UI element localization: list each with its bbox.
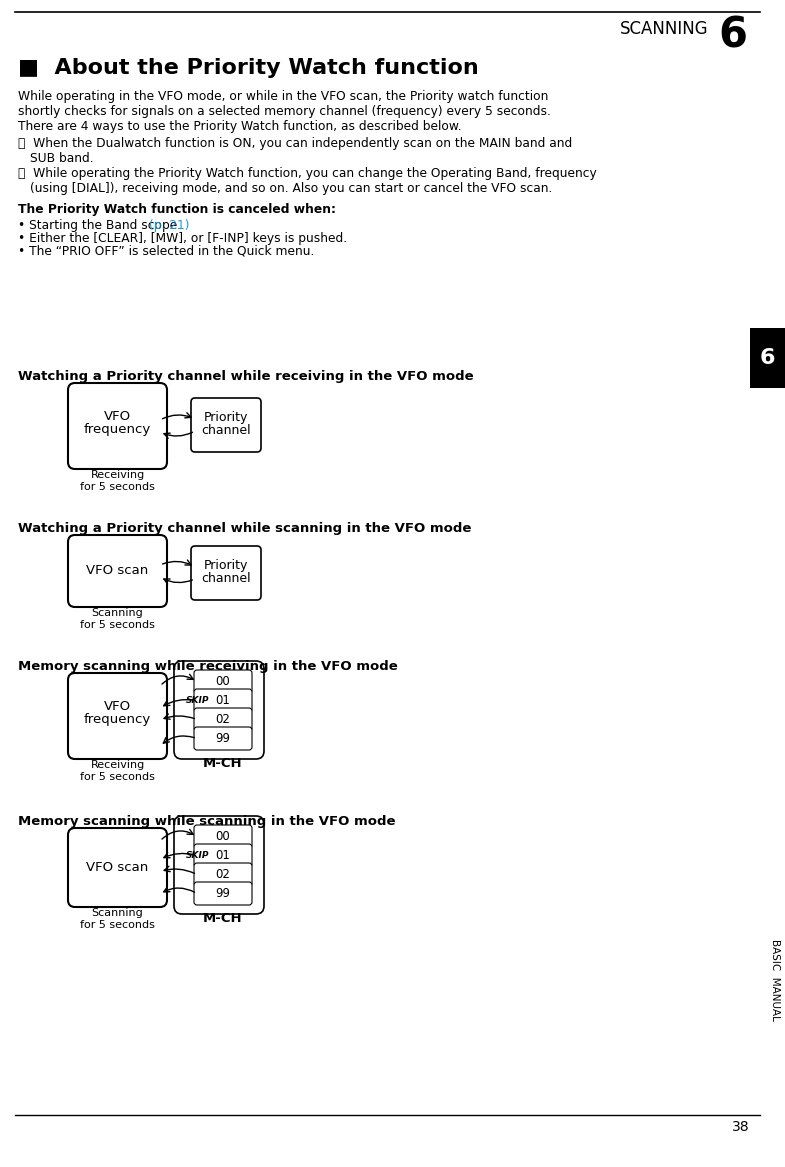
Text: ⓘ  When the Dualwatch function is ON, you can independently scan on the MAIN ban: ⓘ When the Dualwatch function is ON, you… [18, 137, 572, 151]
Text: M-CH: M-CH [203, 911, 243, 925]
Text: SKIP: SKIP [186, 696, 210, 705]
FancyBboxPatch shape [750, 328, 785, 387]
Text: 01: 01 [216, 694, 231, 707]
FancyBboxPatch shape [194, 825, 252, 848]
Text: Priority: Priority [204, 411, 248, 424]
FancyBboxPatch shape [194, 844, 252, 867]
Text: There are 4 ways to use the Priority Watch function, as described below.: There are 4 ways to use the Priority Wat… [18, 120, 462, 133]
FancyBboxPatch shape [194, 882, 252, 904]
FancyBboxPatch shape [194, 708, 252, 731]
FancyBboxPatch shape [194, 727, 252, 750]
Text: for 5 seconds: for 5 seconds [80, 920, 155, 930]
Text: Memory scanning while scanning in the VFO mode: Memory scanning while scanning in the VF… [18, 815, 396, 829]
Text: 99: 99 [216, 732, 231, 745]
Text: Scanning: Scanning [92, 908, 144, 918]
Text: ⓘ  While operating the Priority Watch function, you can change the Operating Ban: ⓘ While operating the Priority Watch fun… [18, 167, 597, 180]
Text: 38: 38 [732, 1120, 750, 1134]
Text: SUB band.: SUB band. [30, 152, 93, 165]
Text: VFO: VFO [104, 410, 131, 422]
Text: Scanning: Scanning [92, 608, 144, 619]
FancyBboxPatch shape [174, 661, 264, 759]
Text: • The “PRIO OFF” is selected in the Quick menu.: • The “PRIO OFF” is selected in the Quic… [18, 245, 314, 258]
Text: • Either the [CLEAR], [MW], or [F-INP] keys is pushed.: • Either the [CLEAR], [MW], or [F-INP] k… [18, 232, 347, 245]
Text: Memory scanning while receiving in the VFO mode: Memory scanning while receiving in the V… [18, 661, 398, 673]
Text: channel: channel [201, 573, 251, 586]
Text: VFO: VFO [104, 699, 131, 713]
Text: VFO scan: VFO scan [86, 861, 148, 874]
Text: Watching a Priority channel while scanning in the VFO mode: Watching a Priority channel while scanni… [18, 522, 471, 534]
Text: BASIC  MANUAL: BASIC MANUAL [770, 939, 780, 1021]
FancyBboxPatch shape [68, 673, 167, 759]
Text: VFO scan: VFO scan [86, 565, 148, 578]
Text: SCANNING: SCANNING [620, 20, 709, 39]
Text: channel: channel [201, 425, 251, 438]
Text: (using [DIAL]), receiving mode, and so on. Also you can start or cancel the VFO : (using [DIAL]), receiving mode, and so o… [30, 182, 553, 195]
Text: Priority: Priority [204, 559, 248, 572]
Text: 02: 02 [216, 868, 231, 881]
Text: 01: 01 [216, 850, 231, 862]
Text: 00: 00 [216, 675, 230, 689]
Text: for 5 seconds: for 5 seconds [80, 620, 155, 630]
Text: for 5 seconds: for 5 seconds [80, 482, 155, 492]
Text: While operating in the VFO mode, or while in the VFO scan, the Priority watch fu: While operating in the VFO mode, or whil… [18, 90, 549, 103]
FancyBboxPatch shape [194, 670, 252, 693]
Text: 99: 99 [216, 887, 231, 900]
FancyBboxPatch shape [68, 534, 167, 607]
Text: 00: 00 [216, 830, 230, 843]
Text: Receiving: Receiving [90, 760, 144, 770]
Text: 6: 6 [718, 15, 747, 57]
Text: (p. 21): (p. 21) [149, 219, 189, 232]
FancyBboxPatch shape [174, 816, 264, 914]
Text: for 5 seconds: for 5 seconds [80, 773, 155, 782]
FancyBboxPatch shape [191, 398, 261, 452]
Text: shortly checks for signals on a selected memory channel (frequency) every 5 seco: shortly checks for signals on a selected… [18, 105, 551, 118]
Text: • Starting the Band scope.: • Starting the Band scope. [18, 219, 185, 232]
Text: Watching a Priority channel while receiving in the VFO mode: Watching a Priority channel while receiv… [18, 370, 473, 383]
Text: frequency: frequency [84, 713, 152, 727]
Text: M-CH: M-CH [203, 757, 243, 770]
Text: 6: 6 [759, 348, 775, 368]
Text: SKIP: SKIP [186, 851, 210, 860]
Text: Receiving: Receiving [90, 470, 144, 480]
FancyBboxPatch shape [68, 829, 167, 907]
Text: The Priority Watch function is canceled when:: The Priority Watch function is canceled … [18, 203, 336, 216]
FancyBboxPatch shape [68, 383, 167, 469]
FancyBboxPatch shape [194, 689, 252, 712]
Text: 02: 02 [216, 713, 231, 726]
Text: ■  About the Priority Watch function: ■ About the Priority Watch function [18, 58, 479, 78]
FancyBboxPatch shape [191, 546, 261, 600]
Text: frequency: frequency [84, 424, 152, 436]
FancyBboxPatch shape [194, 864, 252, 886]
